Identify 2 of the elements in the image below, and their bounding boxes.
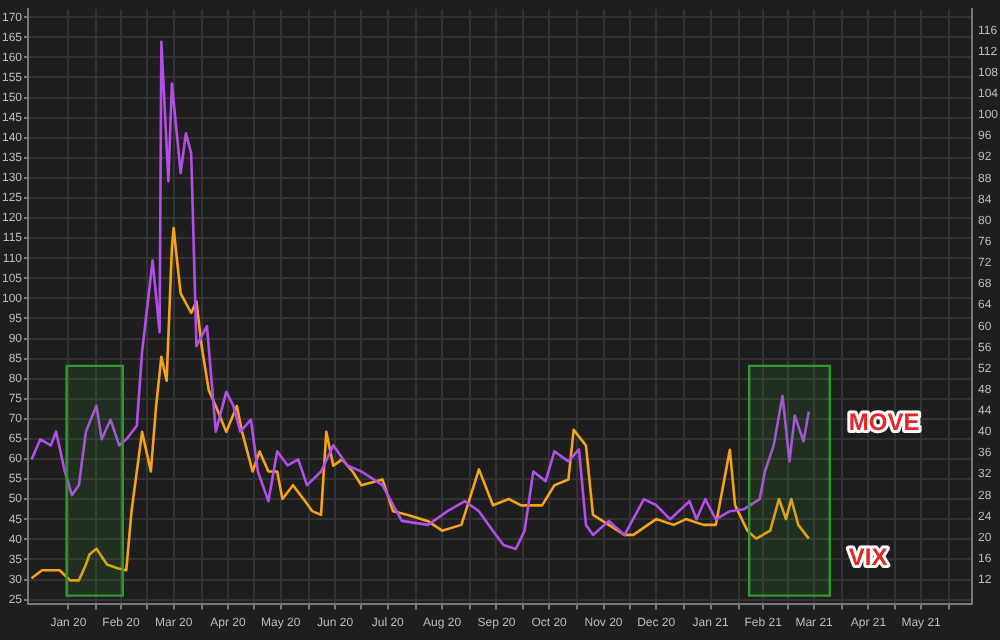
series-label: MOVE — [848, 408, 920, 437]
series-label: VIX — [848, 543, 888, 572]
